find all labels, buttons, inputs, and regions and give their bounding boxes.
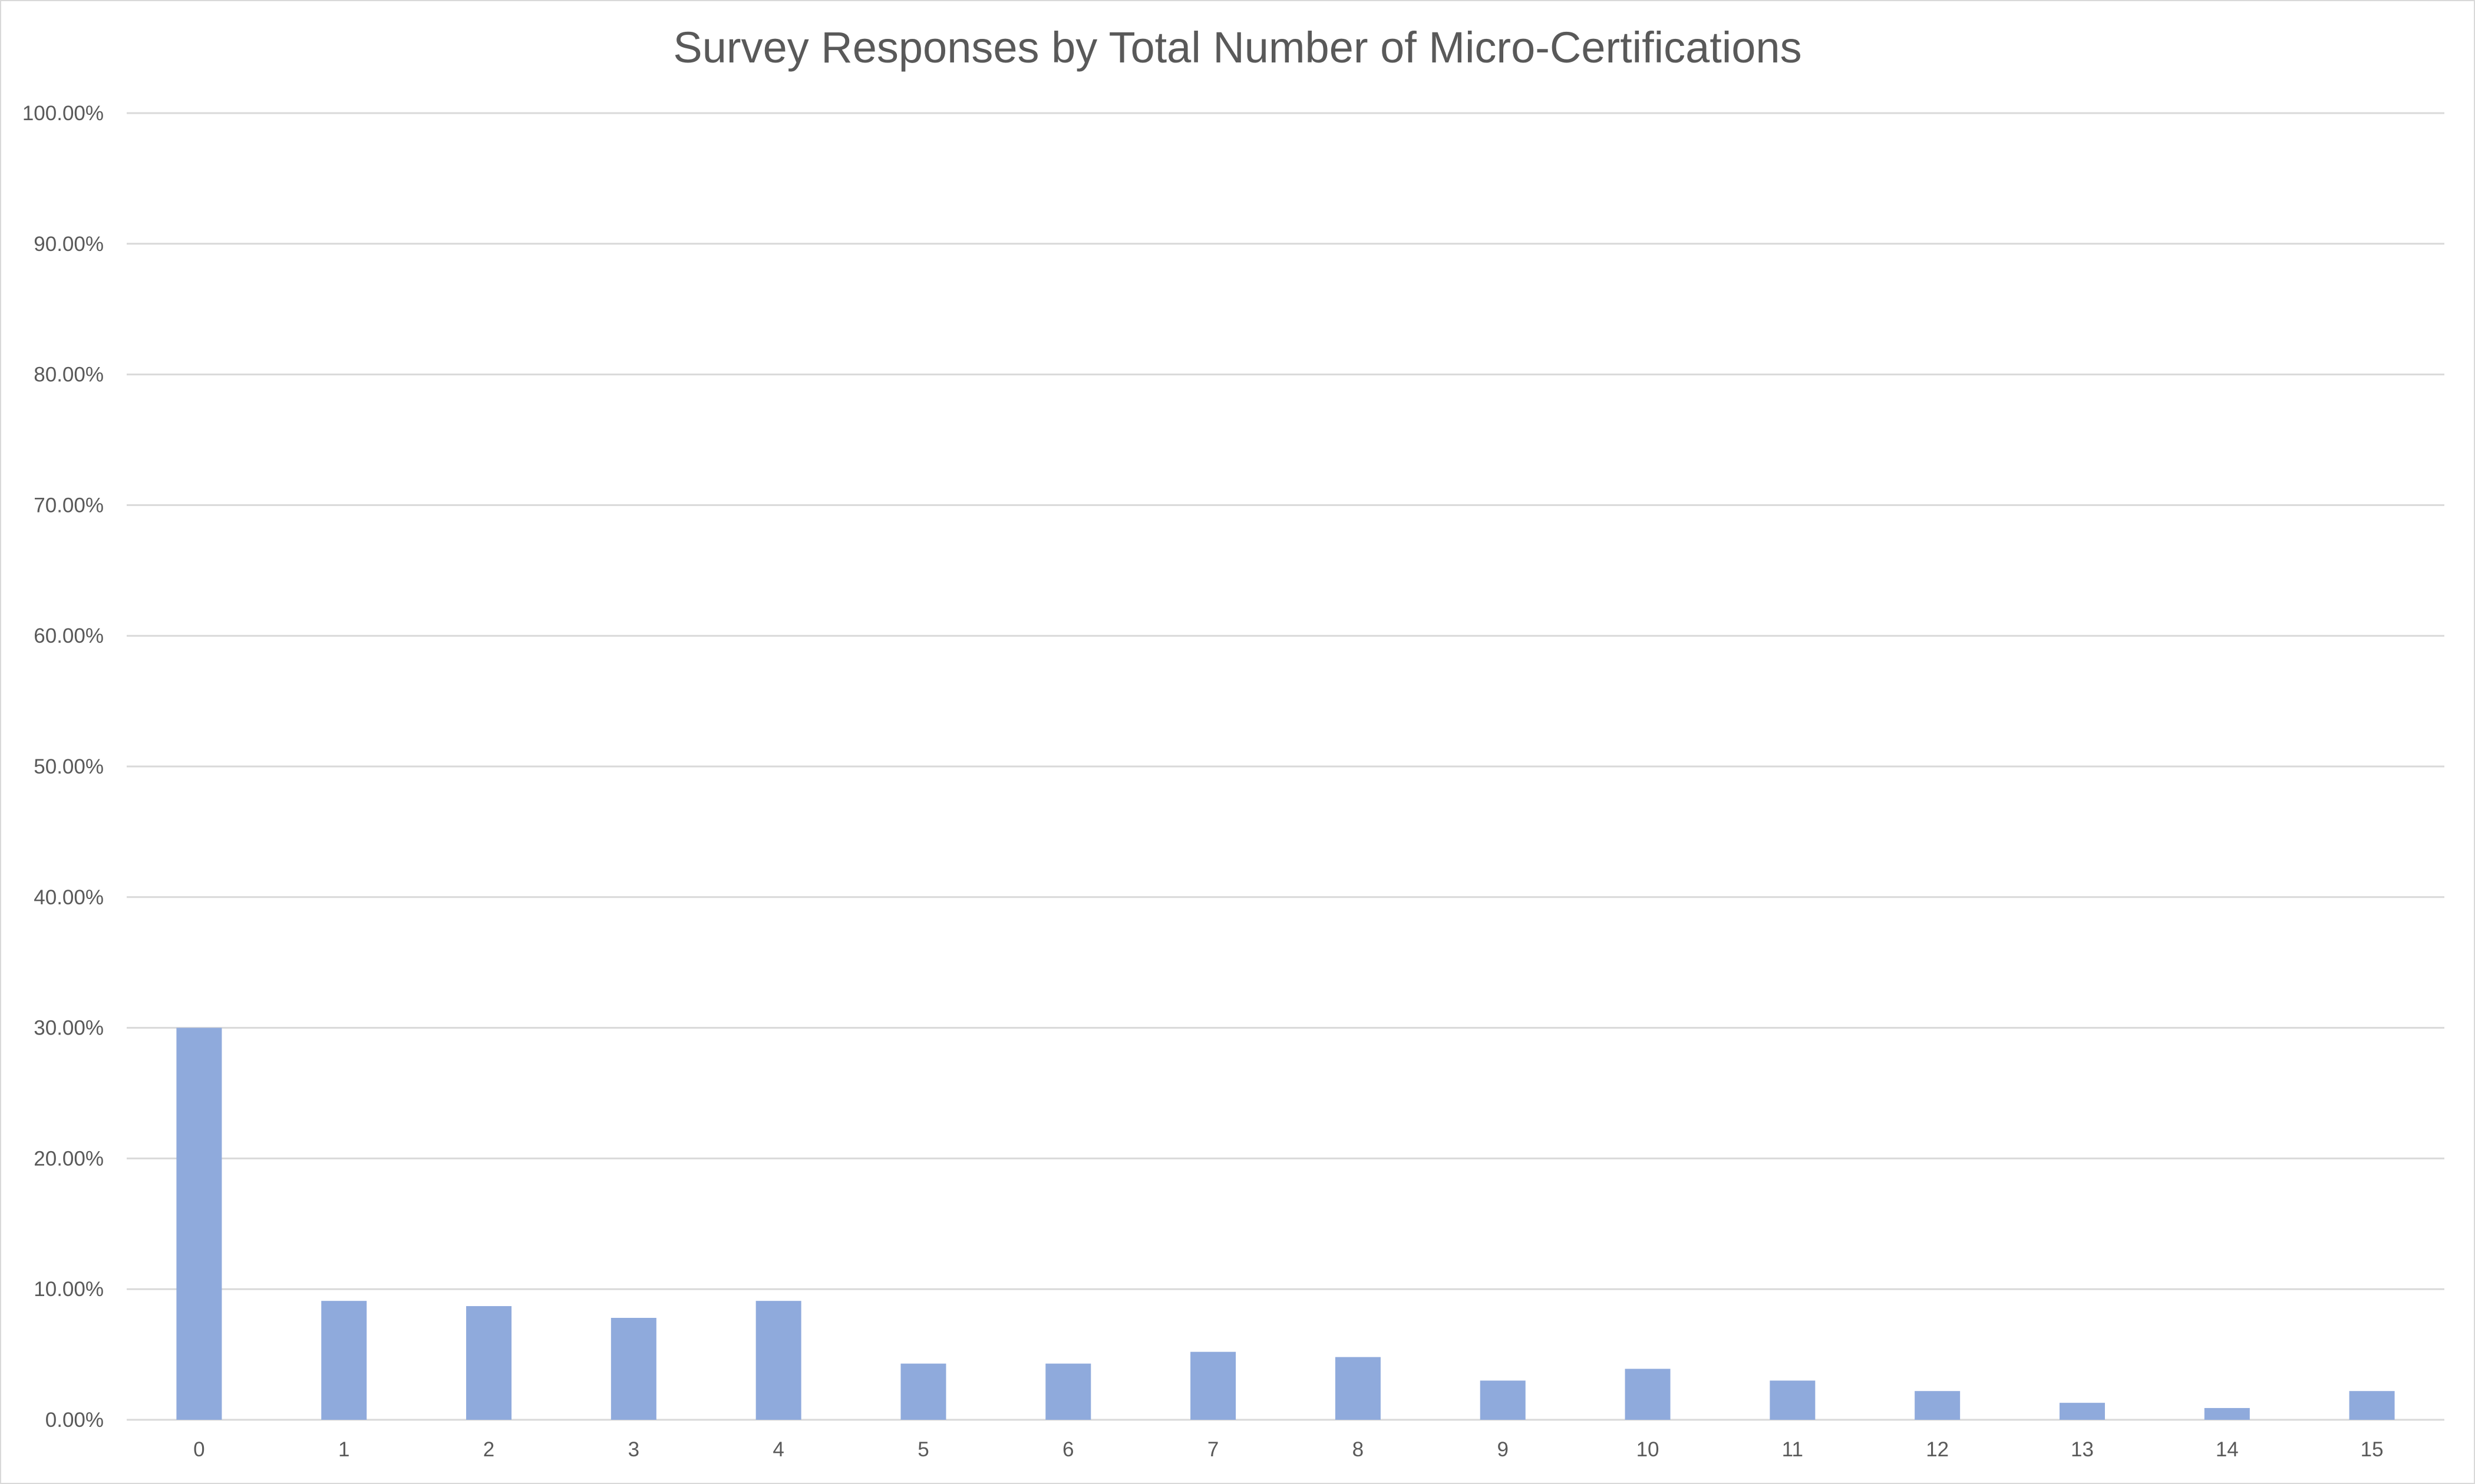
- x-tick-label: 8: [1352, 1438, 1364, 1461]
- bar-15: [2349, 1391, 2395, 1420]
- bars: [176, 1027, 2395, 1420]
- x-tick-label: 10: [1636, 1438, 1659, 1461]
- bar-11: [1770, 1380, 1816, 1420]
- chart-title: Survey Responses by Total Number of Micr…: [673, 23, 1802, 72]
- bar-6: [1045, 1363, 1091, 1420]
- x-tick-label: 4: [773, 1438, 784, 1461]
- y-tick-label: 80.00%: [34, 363, 104, 386]
- x-tick-label: 5: [918, 1438, 929, 1461]
- x-tick-label: 0: [193, 1438, 204, 1461]
- y-tick-label: 50.00%: [34, 755, 104, 778]
- bar-5: [900, 1363, 946, 1420]
- bar-1: [321, 1301, 367, 1420]
- y-tick-label: 70.00%: [34, 494, 104, 517]
- bar-2: [466, 1306, 512, 1420]
- x-tick-label: 9: [1497, 1438, 1508, 1461]
- bar-7: [1190, 1351, 1236, 1420]
- x-tick-label: 3: [628, 1438, 639, 1461]
- x-tick-label: 15: [2361, 1438, 2384, 1461]
- y-tick-label: 90.00%: [34, 233, 104, 256]
- x-tick-label: 13: [2071, 1438, 2094, 1461]
- x-tick-label: 6: [1062, 1438, 1074, 1461]
- bar-13: [2059, 1403, 2105, 1420]
- gridlines: [127, 112, 2444, 1421]
- x-tick-label: 11: [1782, 1438, 1803, 1461]
- bar-10: [1625, 1369, 1671, 1420]
- y-tick-label: 100.00%: [22, 102, 104, 125]
- bar-4: [755, 1301, 801, 1420]
- x-tick-label: 14: [2216, 1438, 2239, 1461]
- y-tick-label: 60.00%: [34, 624, 104, 647]
- bar-12: [1915, 1391, 1961, 1420]
- y-axis-tick-labels: 0.00% 10.00% 20.00% 30.00% 40.00% 50.00% 60.00…: [22, 102, 104, 1432]
- x-tick-label: 1: [338, 1438, 349, 1461]
- bar-3: [610, 1317, 656, 1420]
- y-tick-label: 10.00%: [34, 1278, 104, 1301]
- x-axis-tick-labels: 0 1 2 3 4 5 6 7 8 9 10 11 12 13 14 15: [193, 1438, 2383, 1461]
- y-tick-label: 0.00%: [45, 1409, 104, 1432]
- y-tick-label: 40.00%: [34, 886, 104, 909]
- bar-8: [1335, 1357, 1381, 1420]
- x-tick-label: 2: [483, 1438, 494, 1461]
- x-tick-label: 12: [1926, 1438, 1949, 1461]
- y-tick-label: 30.00%: [34, 1017, 104, 1040]
- y-tick-label: 20.00%: [34, 1147, 104, 1170]
- bar-9: [1480, 1380, 1526, 1420]
- x-tick-label: 7: [1207, 1438, 1219, 1461]
- bar-0: [176, 1027, 222, 1420]
- bar-14: [2204, 1408, 2250, 1420]
